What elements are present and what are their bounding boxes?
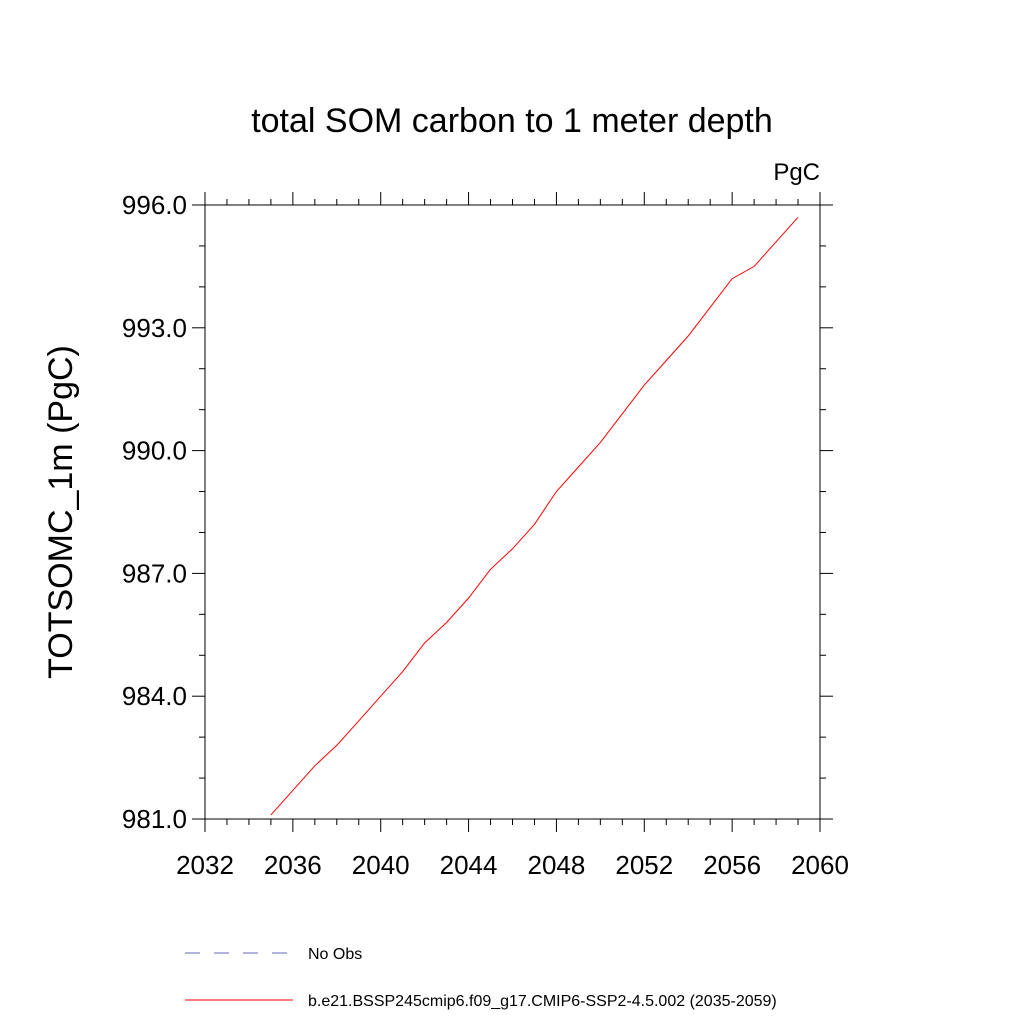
y-tick-label: 987.0 <box>122 558 187 588</box>
y-tick-label: 981.0 <box>122 804 187 834</box>
y-axis-label: TOTSOMC_1m (PgC) <box>42 345 80 679</box>
x-tick-label: 2044 <box>440 850 498 880</box>
series-line <box>270 216 799 816</box>
y-tick-label: 990.0 <box>122 436 187 466</box>
x-tick-label: 2048 <box>528 850 586 880</box>
y-tick-label: 984.0 <box>122 681 187 711</box>
legend-label-no-obs: No Obs <box>308 946 362 963</box>
y-tick-label: 993.0 <box>122 313 187 343</box>
x-tick-label: 2060 <box>791 850 849 880</box>
x-tick-label: 2052 <box>615 850 673 880</box>
legend-label-model: b.e21.BSSP245cmip6.f09_g17.CMIP6-SSP2-4.… <box>308 993 777 1010</box>
legend: No Obs b.e21.BSSP245cmip6.f09_g17.CMIP6-… <box>185 946 777 1010</box>
x-tick-label: 2036 <box>264 850 322 880</box>
x-tick-label: 2056 <box>703 850 761 880</box>
y-tick-label: 996.0 <box>122 190 187 220</box>
plot-area: 2032 2036 2040 2044 2048 2052 2056 2060 981.0 984… <box>122 190 849 880</box>
x-tick-label: 2032 <box>176 850 234 880</box>
x-tick-label: 2040 <box>352 850 410 880</box>
chart-title: total SOM carbon to 1 meter depth <box>251 102 773 140</box>
plot-frame <box>204 204 821 820</box>
units-label: PgC <box>773 159 820 186</box>
